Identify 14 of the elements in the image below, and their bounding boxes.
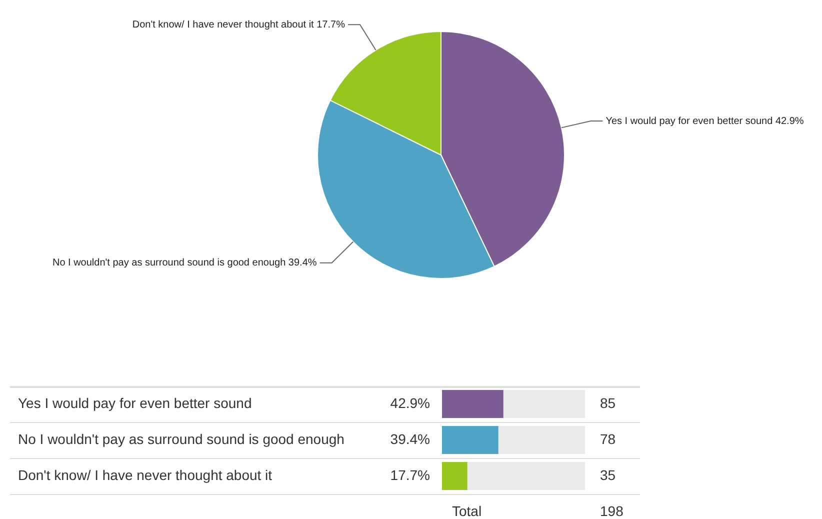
data-label: 42.9% <box>390 394 430 411</box>
text: 35 <box>600 466 616 483</box>
category-label: Yes I would pay for even better sound <box>18 394 252 411</box>
slice-label: Yes I would pay for even better sound 42.9% <box>606 116 804 127</box>
slice-label: Don't know/ I have never thought about it 17.7% <box>132 19 346 30</box>
data-label: 39.4% <box>390 430 430 447</box>
text: 78 <box>600 430 616 447</box>
category-label: No I wouldn't pay as surround sound is good enough <box>18 430 344 447</box>
slice-label: No I wouldn't pay as surround sound is good enough 39.4% <box>52 258 317 269</box>
category-label: Don't know/ I have never thought about it <box>18 466 272 483</box>
text: 198 <box>600 502 624 519</box>
data-label: 17.7% <box>390 466 430 483</box>
text: 85 <box>600 394 616 411</box>
text: Total <box>452 502 482 519</box>
